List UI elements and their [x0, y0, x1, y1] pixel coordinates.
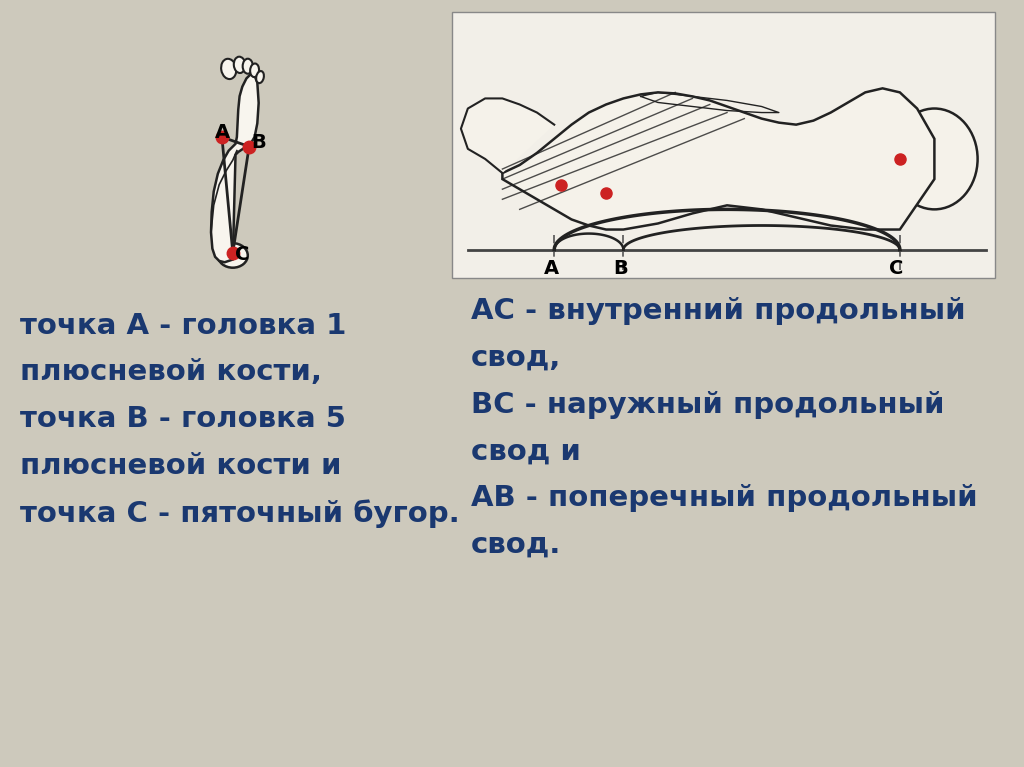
Ellipse shape [243, 59, 253, 74]
Text: B: B [613, 259, 628, 278]
Text: АС - внутренний продольный
свод,
ВС - наружный продольный
свод и
АВ - поперечный: АС - внутренний продольный свод, ВС - на… [471, 298, 978, 558]
Polygon shape [211, 74, 259, 262]
Text: точка А - головка 1
плюсневой кости,
точка В - головка 5
плюсневой кости и
точка: точка А - головка 1 плюсневой кости, точ… [20, 311, 460, 528]
Ellipse shape [218, 243, 248, 268]
Polygon shape [461, 98, 554, 173]
Ellipse shape [256, 71, 264, 83]
Ellipse shape [891, 108, 978, 209]
Ellipse shape [250, 64, 259, 77]
Text: A: A [214, 123, 229, 143]
Ellipse shape [233, 57, 246, 73]
FancyBboxPatch shape [453, 12, 995, 278]
Text: C: C [890, 259, 904, 278]
Text: C: C [234, 245, 249, 264]
Text: A: A [544, 259, 559, 278]
Text: B: B [251, 133, 266, 152]
Polygon shape [503, 88, 935, 229]
Ellipse shape [221, 59, 237, 79]
